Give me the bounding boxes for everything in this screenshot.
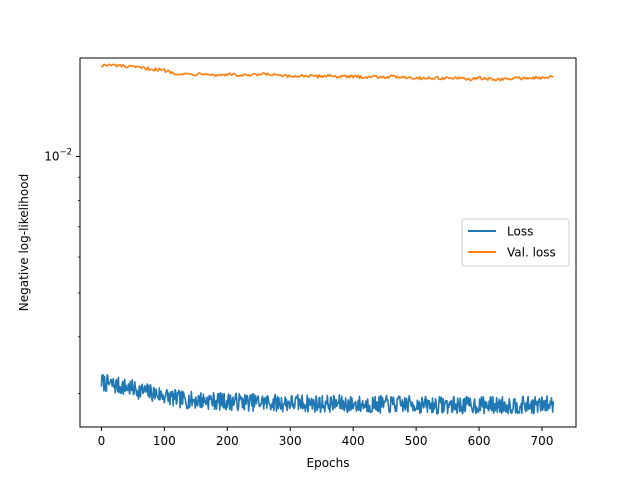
legend-label-val-loss: Val. loss	[507, 246, 556, 260]
x-axis-label: Epochs	[307, 456, 350, 470]
x-tick-label: 400	[342, 434, 365, 448]
y-axis: 10−2	[44, 148, 80, 394]
x-tick-label: 600	[468, 434, 491, 448]
legend-label-loss: Loss	[507, 225, 533, 239]
x-tick-label: 0	[98, 434, 106, 448]
x-tick-label: 500	[405, 434, 428, 448]
plot-frame	[79, 57, 577, 428]
x-tick-label: 300	[279, 434, 302, 448]
y-tick-label: 10−2	[44, 148, 72, 164]
x-tick-label: 200	[216, 434, 239, 448]
legend: Loss Val. loss	[461, 218, 570, 267]
x-tick-label: 700	[531, 434, 554, 448]
x-axis: 0 100 200 300 400 500 600 700	[98, 427, 554, 448]
y-axis-label: Negative log-likelihood	[17, 174, 31, 311]
series-layer	[100, 63, 555, 415]
series-line-val-loss	[101, 63, 554, 82]
series-line-loss	[100, 374, 555, 415]
x-tick-label: 100	[153, 434, 176, 448]
